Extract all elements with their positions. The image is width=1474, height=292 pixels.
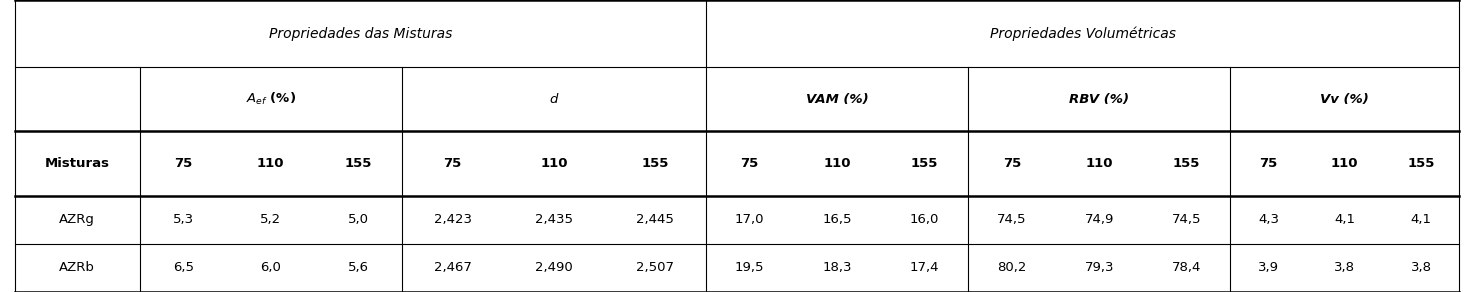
Text: Propriedades das Misturas: Propriedades das Misturas: [268, 27, 453, 41]
Text: 16,0: 16,0: [909, 213, 939, 226]
Text: 74,5: 74,5: [996, 213, 1026, 226]
Text: 110: 110: [1085, 157, 1113, 170]
Text: $\mathit{A_{ef}}$ (%): $\mathit{A_{ef}}$ (%): [246, 91, 296, 107]
Text: 110: 110: [256, 157, 284, 170]
Text: 4,3: 4,3: [1257, 213, 1279, 226]
Text: 4,1: 4,1: [1334, 213, 1355, 226]
Text: AZRg: AZRg: [59, 213, 96, 226]
Text: 75: 75: [174, 157, 193, 170]
Text: 79,3: 79,3: [1085, 261, 1114, 274]
Text: 155: 155: [345, 157, 371, 170]
Text: 155: 155: [911, 157, 937, 170]
Text: 16,5: 16,5: [822, 213, 852, 226]
Text: 5,3: 5,3: [172, 213, 195, 226]
Text: 155: 155: [641, 157, 669, 170]
Text: 110: 110: [822, 157, 850, 170]
Text: 74,9: 74,9: [1085, 213, 1114, 226]
Text: 2,490: 2,490: [535, 261, 573, 274]
Text: Propriedades Volumétricas: Propriedades Volumétricas: [989, 26, 1176, 41]
Text: 17,4: 17,4: [909, 261, 939, 274]
Text: 2,467: 2,467: [433, 261, 472, 274]
Text: 155: 155: [1408, 157, 1434, 170]
Text: 2,435: 2,435: [535, 213, 573, 226]
Text: 3,8: 3,8: [1411, 261, 1431, 274]
Text: 74,5: 74,5: [1172, 213, 1201, 226]
Text: 5,2: 5,2: [261, 213, 282, 226]
Text: 19,5: 19,5: [734, 261, 764, 274]
Text: 75: 75: [740, 157, 759, 170]
Text: 6,0: 6,0: [261, 261, 282, 274]
Text: 80,2: 80,2: [996, 261, 1026, 274]
Text: 3,9: 3,9: [1257, 261, 1279, 274]
Text: Vv (%): Vv (%): [1321, 93, 1369, 106]
Text: 75: 75: [444, 157, 461, 170]
Text: 17,0: 17,0: [734, 213, 764, 226]
Text: 2,507: 2,507: [637, 261, 674, 274]
Text: Misturas: Misturas: [44, 157, 109, 170]
Text: 5,6: 5,6: [348, 261, 368, 274]
Text: 2,445: 2,445: [637, 213, 674, 226]
Text: VAM (%): VAM (%): [806, 93, 868, 106]
Text: 6,5: 6,5: [172, 261, 195, 274]
Text: 3,8: 3,8: [1334, 261, 1355, 274]
Text: 2,423: 2,423: [433, 213, 472, 226]
Text: 5,0: 5,0: [348, 213, 368, 226]
Text: RBV (%): RBV (%): [1069, 93, 1129, 106]
Text: 75: 75: [1002, 157, 1021, 170]
Text: AZRb: AZRb: [59, 261, 96, 274]
Text: 18,3: 18,3: [822, 261, 852, 274]
Text: 110: 110: [1331, 157, 1359, 170]
Text: 4,1: 4,1: [1411, 213, 1431, 226]
Text: 110: 110: [539, 157, 567, 170]
Text: 75: 75: [1259, 157, 1278, 170]
Text: 155: 155: [1173, 157, 1200, 170]
Text: $\mathit{d}$: $\mathit{d}$: [548, 92, 559, 106]
Text: 78,4: 78,4: [1172, 261, 1201, 274]
